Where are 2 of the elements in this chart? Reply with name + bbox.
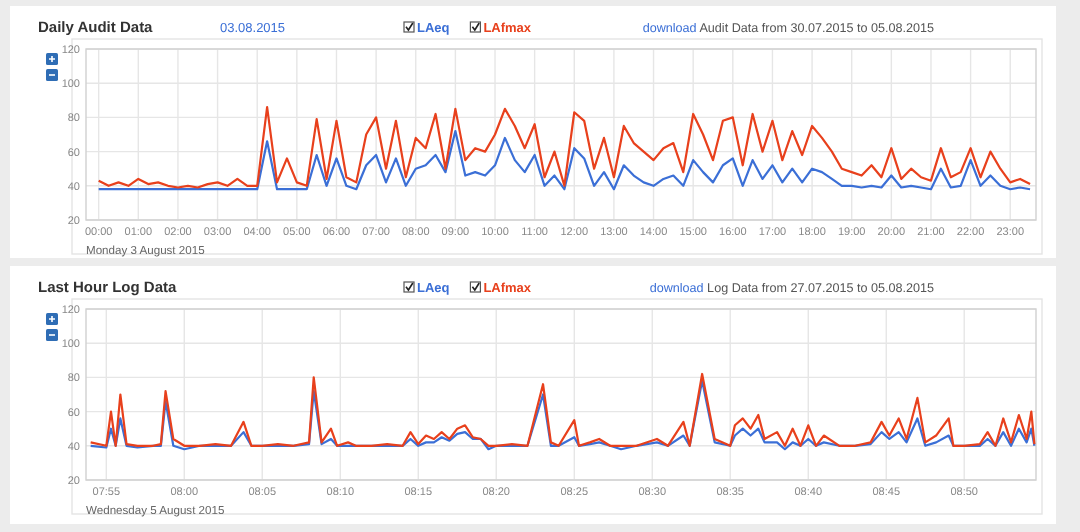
- line-series: [97, 129, 1032, 191]
- line-series: [97, 106, 1032, 189]
